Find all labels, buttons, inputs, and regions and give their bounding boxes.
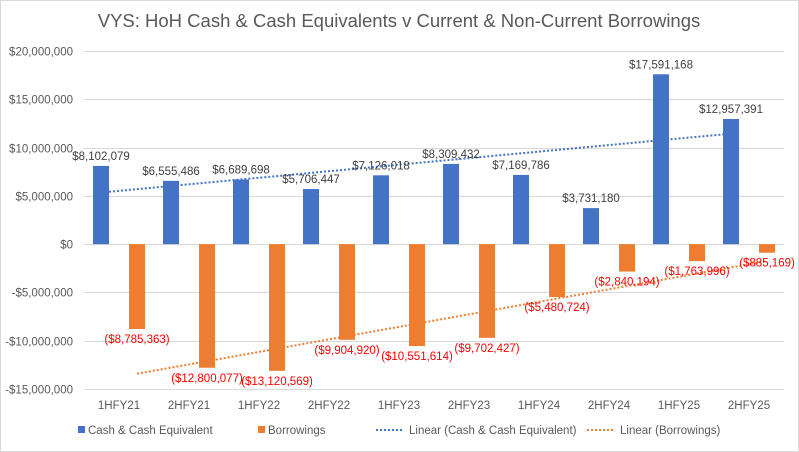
x-tick-label: 2HFY24 bbox=[588, 400, 631, 412]
bar-borrowings bbox=[129, 244, 145, 329]
data-label-cash: $5,706,447 bbox=[282, 174, 340, 186]
x-tick-label: 2HFY23 bbox=[448, 400, 490, 412]
bar-cash bbox=[653, 74, 669, 245]
bar-borrowings bbox=[339, 244, 355, 340]
y-tick-label: $15,000,000 bbox=[9, 95, 73, 107]
legend: Cash & Cash Equivalent Borrowings Linear (… bbox=[78, 425, 721, 437]
bar-cash bbox=[163, 180, 179, 245]
bar-cash bbox=[723, 119, 739, 245]
bar-cash bbox=[443, 163, 459, 245]
bar-borrowings bbox=[479, 244, 495, 338]
bar-cash bbox=[513, 174, 529, 245]
y-tick-label: -$15,000,000 bbox=[5, 385, 73, 397]
data-label-cash: $8,102,079 bbox=[72, 151, 130, 163]
x-tick-label: 1HFY23 bbox=[378, 400, 420, 412]
x-tick-label: 1HFY22 bbox=[238, 400, 280, 412]
legend-trend-borrowings-label: Linear (Borrowings) bbox=[620, 425, 721, 437]
y-tick-label: $20,000,000 bbox=[9, 47, 73, 59]
y-axis-ticks: $20,000,000 $15,000,000 $10,000,000 $5,000,… bbox=[5, 47, 73, 397]
legend-borrowings-label: Borrowings bbox=[268, 425, 326, 437]
x-tick-label: 2HFY21 bbox=[168, 400, 210, 412]
bar-cash bbox=[233, 179, 249, 245]
trendline-borrowings bbox=[136, 260, 768, 375]
data-label-cash: $3,731,180 bbox=[562, 193, 620, 205]
bar-borrowings bbox=[549, 244, 565, 298]
bar-cash bbox=[583, 208, 599, 245]
data-label-cash: $7,126,018 bbox=[352, 160, 410, 172]
x-tick-label: 1HFY24 bbox=[518, 400, 561, 412]
legend-cash-swatch bbox=[78, 426, 85, 433]
data-label-cash: $6,555,486 bbox=[142, 166, 200, 178]
bar-cash bbox=[303, 189, 319, 245]
data-label-borrowings: ($1,763,996) bbox=[664, 266, 729, 278]
x-axis-ticks: 1HFY21 2HFY21 1HFY22 2HFY22 1HFY23 2HFY23 1HFY… bbox=[98, 400, 770, 412]
bar-borrowings bbox=[269, 244, 285, 371]
y-tick-label: $5,000,000 bbox=[15, 192, 73, 204]
data-label-borrowings: ($10,551,614) bbox=[381, 351, 453, 363]
legend-cash-label: Cash & Cash Equivalent bbox=[88, 425, 213, 437]
x-tick-label: 2HFY22 bbox=[308, 400, 350, 412]
legend-trend-cash: Linear (Cash & Cash Equivalent) bbox=[376, 425, 577, 437]
data-label-cash: $6,689,698 bbox=[212, 165, 270, 177]
y-tick-label: $0 bbox=[60, 240, 73, 252]
data-label-borrowings: ($9,702,427) bbox=[454, 343, 519, 355]
bar-borrowings bbox=[619, 244, 635, 272]
data-label-cash: $12,957,391 bbox=[699, 104, 763, 116]
x-tick-label: 1HFY21 bbox=[98, 400, 140, 412]
y-tick-label: -$10,000,000 bbox=[5, 337, 73, 349]
bar-borrowings bbox=[759, 244, 775, 253]
legend-borrowings-swatch bbox=[258, 426, 265, 433]
data-label-cash: $8,309,432 bbox=[422, 149, 480, 161]
trendline-cash bbox=[100, 132, 732, 194]
legend-cash: Cash & Cash Equivalent bbox=[78, 425, 213, 437]
bar-borrowings bbox=[409, 244, 425, 347]
x-tick-label: 2HFY25 bbox=[728, 400, 770, 412]
gridlines bbox=[84, 51, 784, 390]
y-tick-label: -$5,000,000 bbox=[12, 288, 73, 300]
data-label-cash: $17,591,168 bbox=[629, 59, 693, 71]
data-label-borrowings: ($8,785,363) bbox=[104, 334, 169, 346]
legend-borrowings: Borrowings bbox=[258, 425, 326, 437]
data-label-cash: $7,169,786 bbox=[492, 160, 550, 172]
legend-trend-cash-label: Linear (Cash & Cash Equivalent) bbox=[409, 425, 577, 437]
bar-borrowings bbox=[689, 244, 705, 262]
legend-trend-borrowings: Linear (Borrowings) bbox=[587, 425, 721, 437]
y-tick-label: $10,000,000 bbox=[9, 144, 73, 156]
bar-cash bbox=[93, 165, 109, 245]
bars bbox=[93, 74, 775, 371]
x-tick-label: 1HFY25 bbox=[658, 400, 700, 412]
data-label-borrowings: ($5,480,724) bbox=[524, 302, 589, 314]
data-label-borrowings: ($885,169) bbox=[739, 258, 795, 270]
trendlines bbox=[100, 132, 768, 375]
data-label-borrowings: ($2,840,194) bbox=[594, 277, 659, 289]
chart-title: VYS: HoH Cash & Cash Equivalents v Curre… bbox=[98, 10, 701, 31]
data-labels: $8,102,079 $6,555,486 $6,689,698 $5,706,447… bbox=[72, 59, 795, 388]
data-label-borrowings: ($9,904,920) bbox=[314, 345, 379, 357]
bar-borrowings bbox=[199, 244, 215, 368]
bar-cash bbox=[373, 175, 389, 245]
data-label-borrowings: ($13,120,569) bbox=[241, 376, 313, 388]
data-label-borrowings: ($12,800,077) bbox=[171, 373, 243, 385]
